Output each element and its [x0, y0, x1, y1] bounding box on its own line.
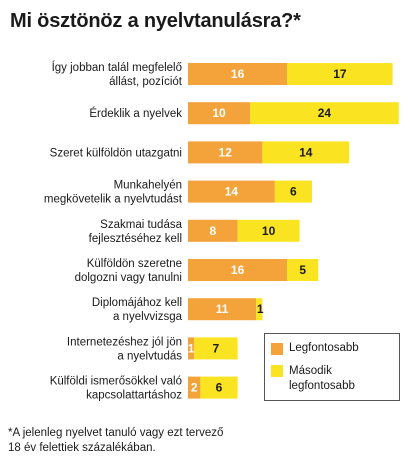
value-label-primary: 12: [219, 145, 233, 159]
legend-item-primary: Legfontosabb: [271, 342, 359, 355]
legend-label-primary: Legfontosabb: [289, 342, 359, 354]
bar-primary: [188, 180, 275, 203]
legend-swatch-primary: [271, 343, 283, 355]
bar-secondary: [287, 259, 319, 281]
category-label: Munkahelyén megkövetelik a nyelvtudást: [44, 180, 183, 206]
category-label: Szakmai tudása fejlesztéséhez kell: [89, 219, 183, 245]
category-label: Külföldi ismerősökkel való kapcsolattartá…: [50, 376, 183, 402]
category-label: Diplomájához kell a nyelvvizsga: [92, 297, 183, 323]
bar-primary: [188, 376, 201, 399]
value-label-secondary: 14: [299, 145, 313, 159]
bar-secondary: [237, 219, 300, 242]
bar-secondary: [274, 180, 312, 203]
value-label-secondary: 10: [262, 224, 276, 238]
value-label-primary: 8: [209, 224, 216, 238]
category-label: Internetezéshez jól jön a nyelvtudás: [67, 336, 182, 362]
value-label-secondary: 6: [216, 381, 223, 395]
footnote-line-2: 18 év felettiek százalékában.: [8, 442, 156, 454]
bar-secondary: [194, 337, 238, 360]
category-label: Érdeklik a nyelvek: [89, 107, 182, 120]
chart-title: Mi ösztönöz a nyelvtanulásra?*: [10, 10, 301, 32]
bar-primary: [188, 102, 250, 125]
legend-item-secondary: Második legfontosabb: [271, 364, 355, 394]
legend-swatch-secondary: [271, 365, 283, 377]
value-label-primary: 2: [191, 381, 198, 395]
category-label: Így jobban talál megfelelő állást, pozíci…: [52, 61, 183, 88]
bar-primary: [188, 298, 257, 321]
value-label-secondary: 6: [290, 185, 297, 199]
bar-primary: [188, 219, 238, 242]
legend: Legfontosabb Második legfontosabb: [264, 333, 400, 401]
bar-secondary: [200, 376, 238, 399]
legend-label-secondary-line1: Második: [289, 365, 332, 377]
value-label-secondary: 7: [213, 341, 220, 355]
footnote-line-1: *A jelenleg nyelvet tanuló vagy ezt terv…: [8, 427, 224, 439]
footnote: *A jelenleg nyelvet tanuló vagy ezt terv…: [8, 426, 308, 456]
value-label-primary: 16: [231, 67, 245, 81]
bar-secondary: [287, 63, 393, 85]
bar-secondary: [262, 141, 350, 164]
value-label-secondary: 17: [333, 67, 347, 81]
value-label-primary: 14: [225, 185, 239, 199]
value-label-primary: 16: [231, 263, 245, 277]
bar-primary: [188, 337, 195, 360]
value-label-secondary: 5: [299, 263, 306, 277]
bar-secondary: [256, 298, 263, 321]
bar-primary: [188, 259, 288, 281]
value-label-secondary: 1: [257, 302, 264, 316]
category-label: Szeret külföldön utazgatni: [50, 147, 182, 159]
legend-label-secondary-line2: legfontosabb: [289, 380, 355, 392]
value-label-secondary: 24: [318, 106, 332, 120]
value-label-primary: 10: [212, 106, 226, 120]
category-label: Külföldön szeretne dolgozni vagy tanulni: [75, 258, 182, 284]
bar-primary: [188, 63, 288, 85]
bar-secondary: [250, 102, 399, 125]
value-label-primary: 11: [216, 302, 229, 316]
bar-primary: [188, 141, 263, 164]
value-label-primary: 1: [188, 341, 195, 355]
